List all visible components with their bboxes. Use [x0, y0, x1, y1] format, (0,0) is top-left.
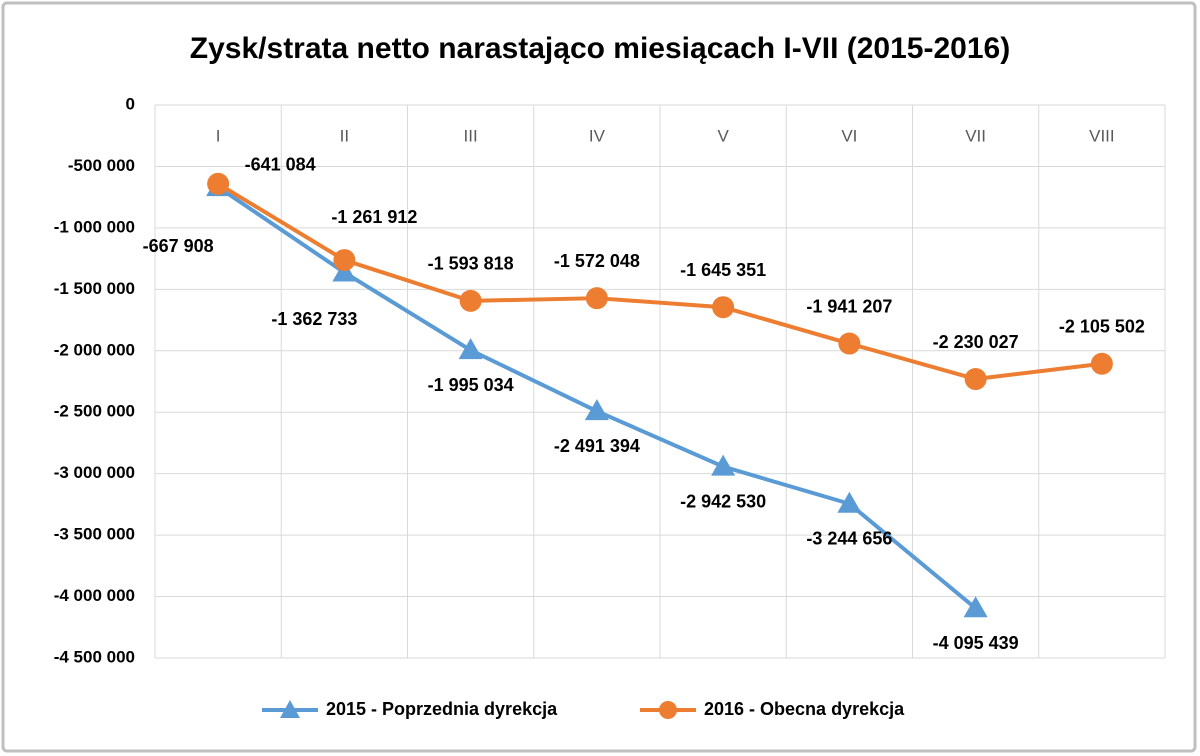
x-tick-label: V [717, 126, 729, 145]
y-tick-label: -4 000 000 [54, 586, 135, 605]
y-tick-label: -1 500 000 [54, 279, 135, 298]
x-tick-label: VII [965, 126, 986, 145]
marker [711, 454, 736, 476]
data-label: -641 084 [245, 155, 316, 175]
data-label: -2 105 502 [1059, 316, 1145, 336]
legend-label: 2016 - Obecna dyrekcja [704, 699, 905, 719]
data-label: -4 095 439 [933, 633, 1019, 653]
chart-title: Zysk/strata netto narastająco miesiącach… [190, 32, 1010, 65]
data-label: -1 362 733 [271, 309, 357, 329]
x-tick-label: IV [589, 126, 606, 145]
y-tick-label: 0 [126, 94, 135, 113]
y-tick-label: -2 500 000 [54, 402, 135, 421]
x-tick-label: I [216, 126, 221, 145]
data-label: -3 244 656 [806, 528, 892, 548]
x-tick-label: VIII [1089, 126, 1115, 145]
data-label: -2 942 530 [680, 491, 766, 511]
y-tick-label: -3 500 000 [54, 525, 135, 544]
y-tick-label: -4 500 000 [54, 647, 135, 666]
data-label: -1 941 207 [806, 296, 892, 316]
data-label: -2 491 394 [554, 436, 640, 456]
marker [964, 368, 987, 391]
x-tick-label: II [340, 126, 349, 145]
y-tick-label: -500 000 [68, 156, 135, 175]
data-label: -2 230 027 [933, 332, 1019, 352]
marker [963, 596, 988, 618]
marker [712, 296, 735, 319]
marker [458, 338, 483, 360]
marker [1090, 352, 1113, 375]
marker [585, 287, 608, 310]
marker [459, 289, 482, 312]
data-label: -667 908 [143, 236, 214, 256]
marker [207, 172, 230, 195]
y-tick-label: -1 000 000 [54, 217, 135, 236]
legend-label: 2015 - Poprzednia dyrekcja [326, 699, 558, 719]
marker [838, 332, 861, 355]
marker [837, 491, 862, 513]
data-label: -1 593 818 [428, 254, 514, 274]
marker [584, 399, 609, 421]
data-label: -1 645 351 [680, 260, 766, 280]
marker [333, 249, 356, 272]
x-tick-label: III [464, 126, 478, 145]
data-label: -1 261 912 [331, 207, 417, 227]
y-tick-label: -2 000 000 [54, 340, 135, 359]
x-tick-label: VI [841, 126, 857, 145]
data-label: -1 995 034 [428, 375, 514, 395]
legend-marker [280, 700, 300, 718]
legend-marker [659, 701, 677, 719]
y-tick-label: -3 000 000 [54, 463, 135, 482]
series-line [217, 182, 1103, 382]
data-label: -1 572 048 [554, 251, 640, 271]
